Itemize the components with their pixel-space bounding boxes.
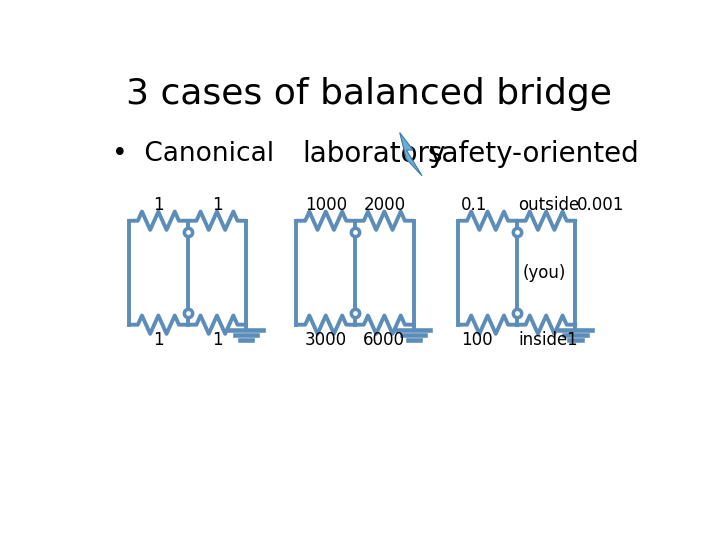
Text: 1: 1 [153, 331, 163, 349]
Text: (you): (you) [523, 264, 566, 282]
Text: 1: 1 [212, 197, 222, 214]
Text: 3 cases of balanced bridge: 3 cases of balanced bridge [126, 77, 612, 111]
Text: 3000: 3000 [305, 331, 347, 349]
Text: •  Canonical: • Canonical [112, 141, 274, 167]
Text: 1: 1 [212, 331, 222, 349]
Text: 1000: 1000 [305, 197, 347, 214]
Text: 2000: 2000 [364, 197, 405, 214]
Text: laboratory: laboratory [302, 140, 446, 168]
Polygon shape [400, 133, 422, 176]
Text: outside: outside [518, 197, 579, 214]
Text: 1: 1 [153, 197, 163, 214]
Text: 0.001: 0.001 [577, 197, 624, 214]
Text: inside: inside [518, 331, 567, 349]
Text: 100: 100 [461, 331, 492, 349]
Text: 0.1: 0.1 [461, 197, 487, 214]
Text: 6000: 6000 [364, 331, 405, 349]
Text: safety-oriented: safety-oriented [428, 140, 639, 168]
Text: 1: 1 [566, 331, 577, 349]
